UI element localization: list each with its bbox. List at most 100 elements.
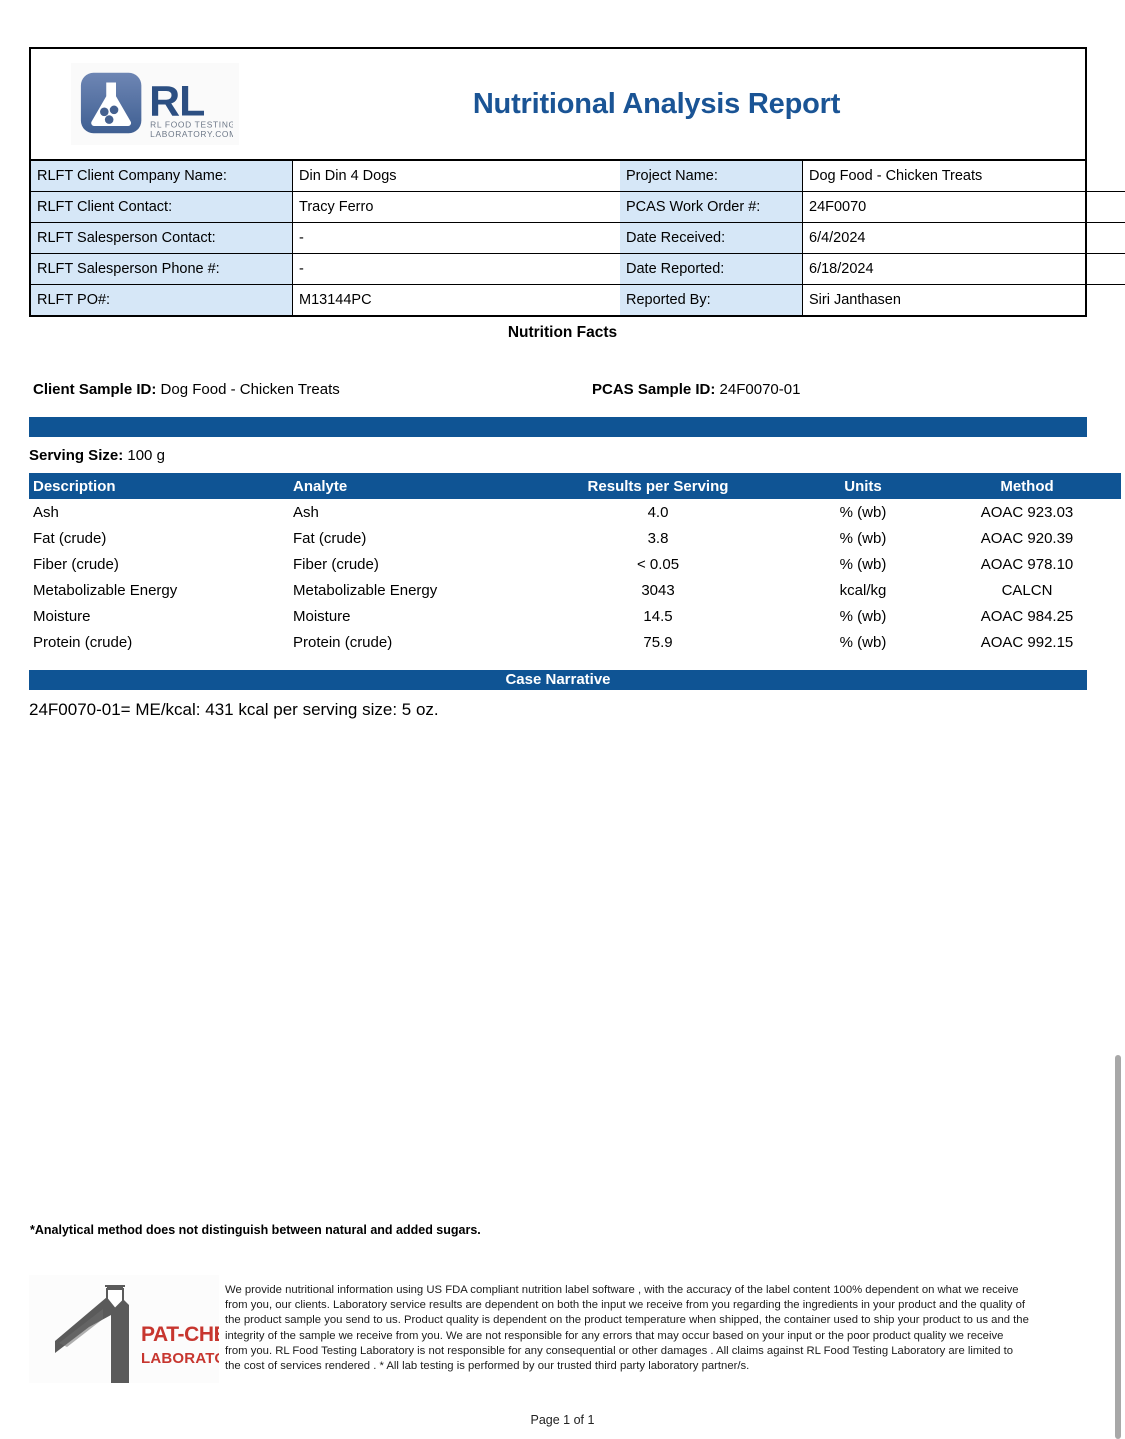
serving-size-label: Serving Size: — [29, 447, 124, 464]
rl-logo-cell: RL RL FOOD TESTING LABORATORY.COM — [31, 49, 278, 159]
cell-analyte: Fiber (crude) — [293, 555, 379, 573]
info-tables-wrap: RLFT Client Company Name: Din Din 4 Dogs… — [31, 161, 1125, 315]
report-header-box: RL RL FOOD TESTING LABORATORY.COM Nutrit… — [29, 47, 1125, 317]
cell-method: AOAC 920.39 — [980, 529, 1074, 547]
info-value: 6/18/2024 — [802, 253, 1125, 285]
table-row: Project Name: Dog Food - Chicken Treats — [620, 161, 1125, 192]
table-row: RLFT Client Company Name: Din Din 4 Dogs — [31, 161, 620, 192]
cell-description: Fat (crude) — [33, 529, 107, 547]
serving-size: Serving Size: 100 g — [29, 447, 165, 464]
table-row: Fat (crude) Fat (crude) 3.8 % (wb) AOAC … — [29, 525, 1121, 551]
client-info-table: RLFT Client Company Name: Din Din 4 Dogs… — [31, 161, 620, 315]
cell-description: Metabolizable Energy — [33, 581, 178, 599]
cell-analyte: Ash — [293, 503, 319, 521]
info-value: - — [292, 222, 620, 254]
results-table-header: Description Analyte Results per Serving … — [29, 473, 1121, 499]
info-value: 24F0070 — [802, 191, 1125, 223]
section-divider-bar — [29, 417, 1087, 437]
column-header-method: Method — [933, 473, 1121, 499]
cell-description: Protein (crude) — [33, 633, 133, 651]
info-value: M13144PC — [292, 284, 620, 315]
column-header-analyte: Analyte — [263, 473, 523, 499]
info-label: RLFT Client Company Name: — [31, 161, 293, 192]
info-label: Project Name: — [620, 161, 803, 192]
table-row: Date Reported: 6/18/2024 — [620, 253, 1125, 285]
case-narrative-text: 24F0070-01= ME/kcal: 431 kcal per servin… — [29, 700, 439, 719]
case-narrative-heading: Case Narrative — [29, 670, 1087, 690]
legal-disclaimer: We provide nutritional information using… — [225, 1284, 1029, 1373]
patchem-flask-icon: PAT-CHEM LABORATORIES — [55, 1285, 219, 1383]
results-table: Description Analyte Results per Serving … — [29, 473, 1121, 655]
info-value: 6/4/2024 — [802, 222, 1125, 254]
svg-text:RL: RL — [149, 78, 204, 126]
info-label: RLFT Salesperson Phone #: — [31, 253, 293, 285]
cell-result: 14.5 — [643, 607, 673, 625]
table-row: Reported By: Siri Janthasen — [620, 284, 1125, 315]
column-header-description: Description — [29, 473, 263, 499]
cell-units: % (wb) — [839, 607, 887, 625]
cell-description: Moisture — [33, 607, 91, 625]
table-row: RLFT Client Contact: Tracy Ferro — [31, 191, 620, 223]
cell-analyte: Fat (crude) — [293, 529, 367, 547]
cell-units: kcal/kg — [839, 581, 887, 599]
info-label: RLFT PO#: — [31, 284, 293, 315]
info-value: Dog Food - Chicken Treats — [802, 161, 1125, 192]
table-row: Date Received: 6/4/2024 — [620, 222, 1125, 254]
cell-result: < 0.05 — [636, 555, 680, 573]
project-info-body: Project Name: Dog Food - Chicken Treats … — [620, 161, 1125, 315]
cell-method: AOAC 984.25 — [980, 607, 1074, 625]
patchem-laboratories-logo: PAT-CHEM LABORATORIES — [29, 1275, 219, 1383]
rl-logo-subtitle-line1: RL FOOD TESTING — [150, 119, 233, 129]
patchem-logo-name: PAT-CHEM — [141, 1323, 219, 1346]
table-row: Protein (crude) Protein (crude) 75.9 % (… — [29, 629, 1121, 655]
rl-food-testing-logo: RL RL FOOD TESTING LABORATORY.COM — [70, 63, 239, 145]
cell-units: % (wb) — [839, 633, 887, 651]
client-sample-id-value: Dog Food - Chicken Treats — [160, 381, 340, 398]
client-sample-id: Client Sample ID: Dog Food - Chicken Tre… — [33, 381, 340, 398]
pcas-sample-id: PCAS Sample ID: 24F0070-01 — [592, 381, 800, 398]
info-label: RLFT Client Contact: — [31, 191, 293, 223]
cell-result: 4.0 — [647, 503, 669, 521]
page-number: Page 1 of 1 — [530, 1413, 595, 1427]
cell-description: Fiber (crude) — [33, 555, 119, 573]
info-value: Siri Janthasen — [802, 284, 1125, 315]
cell-analyte: Protein (crude) — [293, 633, 393, 651]
serving-size-value: 100 g — [127, 447, 165, 464]
column-header-units: Units — [793, 473, 933, 499]
table-row: RLFT Salesperson Phone #: - — [31, 253, 620, 285]
pcas-sample-id-value: 24F0070-01 — [719, 381, 801, 398]
table-row: Moisture Moisture 14.5 % (wb) AOAC 984.2… — [29, 603, 1121, 629]
client-info-body: RLFT Client Company Name: Din Din 4 Dogs… — [31, 161, 620, 315]
info-value: - — [292, 253, 620, 285]
cell-analyte: Metabolizable Energy — [293, 581, 438, 599]
info-label: PCAS Work Order #: — [620, 191, 803, 223]
cell-units: % (wb) — [839, 555, 887, 573]
cell-method: CALCN — [1001, 581, 1053, 599]
info-label: Date Reported: — [620, 253, 803, 285]
info-value: Din Din 4 Dogs — [292, 161, 620, 192]
table-row: Ash Ash 4.0 % (wb) AOAC 923.03 — [29, 499, 1121, 525]
cell-result: 3043 — [641, 581, 675, 599]
vertical-scrollbar-thumb[interactable] — [1115, 1055, 1121, 1439]
pcas-sample-id-label: PCAS Sample ID: — [592, 381, 716, 398]
nutrition-facts-heading: Nutrition Facts — [507, 324, 618, 341]
vertical-scrollbar-track[interactable] — [1111, 0, 1125, 1439]
title-row: RL RL FOOD TESTING LABORATORY.COM Nutrit… — [31, 49, 1085, 161]
column-header-results: Results per Serving — [523, 473, 793, 499]
cell-method: AOAC 992.15 — [980, 633, 1074, 651]
cell-method: AOAC 978.10 — [980, 555, 1074, 573]
patchem-logo-subtitle: LABORATORIES — [141, 1350, 219, 1367]
table-header-row: Description Analyte Results per Serving … — [29, 473, 1121, 499]
info-label: RLFT Salesperson Contact: — [31, 222, 293, 254]
page-title: Nutritional Analysis Report — [472, 87, 841, 120]
table-row: Fiber (crude) Fiber (crude) < 0.05 % (wb… — [29, 551, 1121, 577]
info-value: Tracy Ferro — [292, 191, 620, 223]
results-table-body: Ash Ash 4.0 % (wb) AOAC 923.03 Fat (crud… — [29, 499, 1121, 655]
cell-units: % (wb) — [839, 503, 887, 521]
cell-result: 75.9 — [643, 633, 673, 651]
info-label: Date Received: — [620, 222, 803, 254]
rl-logo-subtitle-line2: LABORATORY.COM — [150, 129, 233, 139]
client-sample-id-label: Client Sample ID: — [33, 381, 157, 398]
cell-description: Ash — [33, 503, 59, 521]
